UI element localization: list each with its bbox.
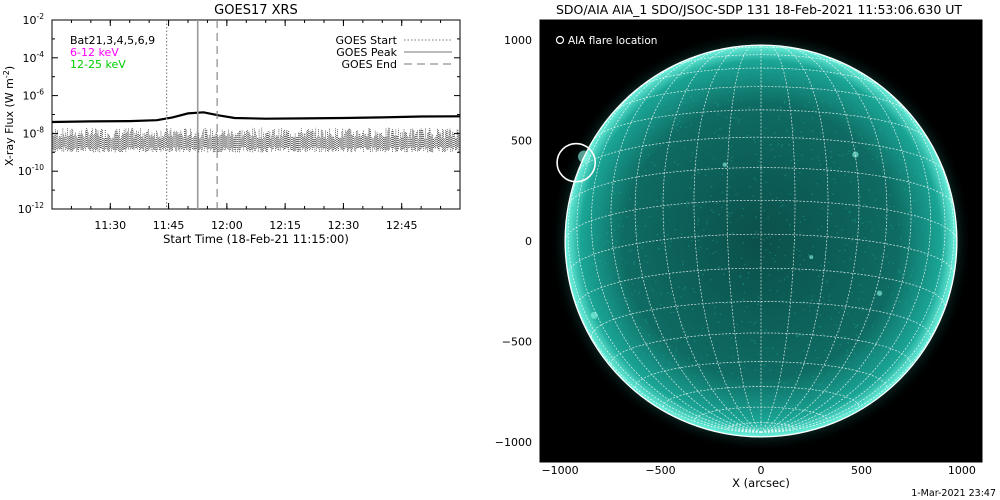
goes-y-tick-base: 10 xyxy=(23,90,37,103)
aia-x-tick-label: 500 xyxy=(851,464,872,477)
aia-active-region xyxy=(722,162,728,167)
aia-legend-label: AIA flare location xyxy=(568,35,657,47)
goes-y-tick-exp: -2 xyxy=(37,12,45,21)
aia-image-chart: SDO/AIA AIA_1 SDO/JSOC-SDP 131 18-Feb-20… xyxy=(495,2,983,490)
goes-y-tick-label: 10-4 xyxy=(23,50,45,65)
aia-y-tick-label: 500 xyxy=(511,135,532,148)
legend-bat-label: Bat21,3,4,5,6,9 xyxy=(70,34,155,47)
goes-y-tick-exp: -12 xyxy=(32,201,44,210)
goes-data-layer xyxy=(52,111,460,153)
goes-y-tick-exp: -8 xyxy=(37,125,45,134)
goes-x-axis: 11:30 11:45 12:00 12:15 12:30 12:45 xyxy=(51,20,461,232)
aia-heliographic-grid xyxy=(564,45,958,433)
goes-legend-left: Bat21,3,4,5,6,9 6-12 keV 12-25 keV xyxy=(70,34,155,71)
goes-y-tick-base: 10 xyxy=(23,127,37,140)
goes-y-axis-label-sup: -2 xyxy=(2,70,11,78)
aia-y-tick-label: −1000 xyxy=(495,436,532,449)
goes-x-tick-label: 11:45 xyxy=(153,219,185,232)
goes-y-tick-base: 10 xyxy=(23,52,37,65)
legend-6-12kev-label: 6-12 keV xyxy=(70,46,119,59)
goes-y-tick-label: 10-2 xyxy=(23,12,45,27)
aia-y-axis: −1000 −500 0 500 1000 xyxy=(495,34,982,449)
goes-y-tick-base: 10 xyxy=(23,14,37,27)
goes-x-tick-label: 12:15 xyxy=(269,219,301,232)
goes-flux-line xyxy=(52,111,460,124)
goes-y-tick-base: 10 xyxy=(18,203,32,216)
aia-sun-layer xyxy=(549,29,973,453)
legend-goes-peak-label: GOES Peak xyxy=(336,46,397,59)
goes-noise-band xyxy=(52,127,460,153)
goes-event-lines xyxy=(166,20,218,209)
aia-active-region xyxy=(809,255,814,260)
goes-x-tick-label: 12:30 xyxy=(328,219,360,232)
goes-chart-title: GOES17 XRS xyxy=(214,3,298,18)
goes-y-tick-exp: -6 xyxy=(37,88,45,97)
goes-x-tick-label: 12:45 xyxy=(386,219,418,232)
goes-y-tick-label: 10-10 xyxy=(18,163,44,178)
goes-y-axis-label-main: X-ray Flux (W m xyxy=(3,78,16,166)
aia-solar-limb xyxy=(564,44,958,438)
goes-x-axis-label: Start Time (18-Feb-21 11:15:00) xyxy=(163,232,349,246)
goes-x-tick-label: 11:30 xyxy=(94,219,126,232)
legend-12-25kev-label: 12-25 keV xyxy=(70,58,126,71)
aia-x-tick-label: 0 xyxy=(758,464,765,477)
aia-flare-circle xyxy=(556,142,597,183)
goes-y-tick-base: 10 xyxy=(18,165,32,178)
aia-y-tick-label: 1000 xyxy=(504,34,532,47)
legend-goes-end-label: GOES End xyxy=(341,58,397,71)
goes-y-axis-label-close: ) xyxy=(3,66,16,70)
aia-legend: AIA flare location xyxy=(555,35,657,47)
aia-active-region xyxy=(590,311,598,319)
aia-y-tick-label: 0 xyxy=(525,235,532,248)
goes-y-tick-label: 10-6 xyxy=(23,88,45,103)
aia-active-region xyxy=(852,151,859,158)
aia-x-tick-label: 1000 xyxy=(948,464,976,477)
footer-timestamp: 1-Mar-2021 23:47 xyxy=(911,488,996,499)
aia-x-axis-label: X (arcsec) xyxy=(732,476,790,490)
goes-x-tick-label: 12:00 xyxy=(211,219,243,232)
aia-legend-circle-icon xyxy=(555,35,565,45)
aia-x-tick-label: −1000 xyxy=(541,464,578,477)
goes-legend-right: GOES Start GOES Peak GOES End xyxy=(336,34,452,71)
legend-goes-start-label: GOES Start xyxy=(336,34,398,47)
goes-y-tick-exp: -10 xyxy=(32,163,44,172)
aia-active-region xyxy=(876,290,883,296)
aia-x-tick-label: −500 xyxy=(645,464,675,477)
goes-y-axis-label: X-ray Flux (W m-2) xyxy=(2,66,16,166)
aia-y-tick-label: −500 xyxy=(502,335,532,348)
aia-x-axis: −1000 −500 0 500 1000 xyxy=(541,20,976,477)
aia-chart-title: SDO/AIA AIA_1 SDO/JSOC-SDP 131 18-Feb-20… xyxy=(556,2,962,17)
goes-y-tick-exp: -4 xyxy=(37,50,45,59)
goes-y-tick-label: 10-8 xyxy=(23,125,45,140)
goes-y-tick-label: 10-12 xyxy=(18,201,44,216)
